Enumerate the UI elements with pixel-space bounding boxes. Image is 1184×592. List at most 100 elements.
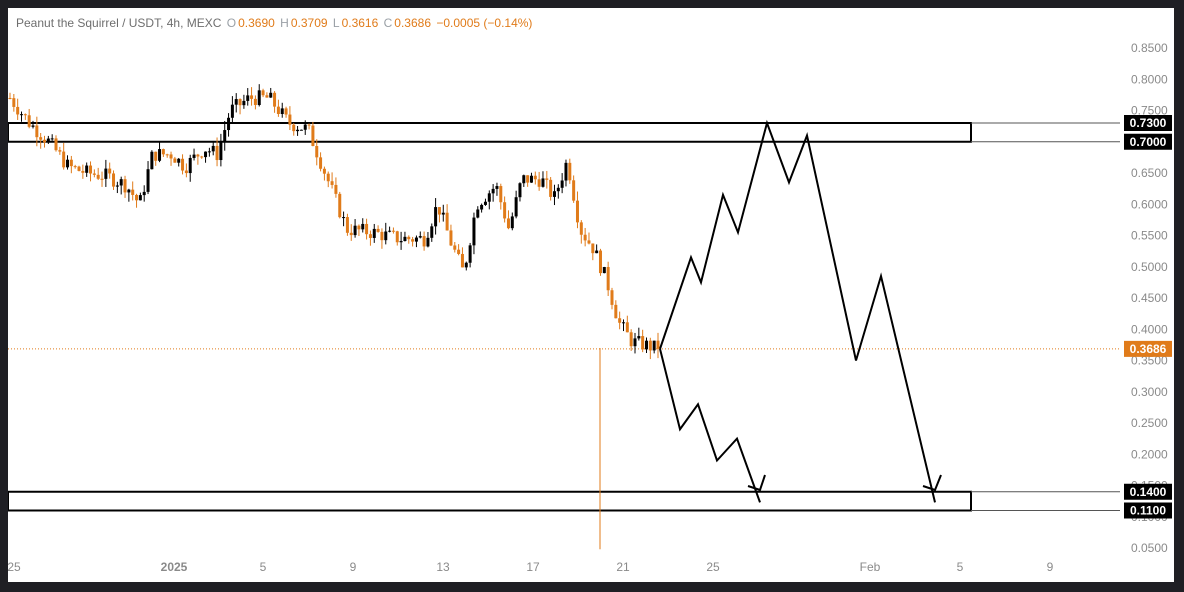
candle-body xyxy=(449,230,453,246)
candle-body xyxy=(150,151,154,170)
candle-body xyxy=(115,185,119,187)
candle-body xyxy=(510,216,514,229)
candle-body xyxy=(127,189,131,193)
candle-body xyxy=(92,173,96,175)
candle-body xyxy=(303,124,307,130)
candle-body xyxy=(399,241,403,243)
candle-body xyxy=(338,193,342,218)
candle-body xyxy=(161,149,165,155)
arrowhead-down xyxy=(747,474,766,492)
candle-body xyxy=(637,336,641,339)
candle-body xyxy=(284,108,288,115)
candle-body xyxy=(353,225,357,236)
x-tick-label: 17 xyxy=(526,560,540,574)
candle-body xyxy=(368,234,372,238)
price-label: 0.1100 xyxy=(1130,504,1166,518)
candle-body xyxy=(142,191,146,196)
candle-body xyxy=(598,250,602,274)
candle-body xyxy=(200,156,204,158)
candle-body xyxy=(131,189,135,195)
candle-body xyxy=(625,322,629,333)
candle-body xyxy=(464,262,468,268)
candle-body xyxy=(453,245,457,250)
candle-body xyxy=(307,124,311,126)
y-tick-label: 0.2000 xyxy=(1131,447,1168,461)
candle-body xyxy=(391,230,395,232)
candle-body xyxy=(43,139,47,143)
candle-body xyxy=(426,237,430,247)
candle-body xyxy=(238,99,242,106)
candle-body xyxy=(472,217,476,246)
zone-box xyxy=(8,490,972,512)
y-tick-label: 0.8500 xyxy=(1131,41,1168,55)
candle-body xyxy=(395,231,399,243)
candle-body xyxy=(273,92,277,107)
candle-body xyxy=(173,158,177,163)
candle-body xyxy=(69,159,73,167)
price-label: 0.7000 xyxy=(1130,135,1167,149)
x-tick-label: 9 xyxy=(350,560,357,574)
candle-body xyxy=(253,98,257,106)
price-chart[interactable]: 0.8500 0.8000 0.7500 0.7000 0.6500 0.6000 0.55… xyxy=(8,8,1174,582)
candle-body xyxy=(177,158,181,163)
y-tick-label: 0.2500 xyxy=(1131,416,1168,430)
candle-body xyxy=(575,200,579,223)
candle-body xyxy=(349,232,353,236)
candle-body xyxy=(112,173,116,187)
chart-header: Peanut the Squirrel / USDT, 4h, MEXC O 0.… xyxy=(16,16,534,30)
candle-body xyxy=(480,204,484,210)
candle-body xyxy=(491,188,495,194)
candle-body xyxy=(579,222,583,235)
symbol-title: Peanut the Squirrel / USDT, 4h, MEXC xyxy=(16,16,222,30)
candle-body xyxy=(483,201,487,205)
candle-body xyxy=(564,162,568,181)
candle-body xyxy=(211,145,215,152)
candle-body xyxy=(583,234,587,241)
candle-body xyxy=(299,129,303,131)
candle-body xyxy=(499,186,503,203)
x-tick-label: 25 xyxy=(8,560,21,574)
candle-body xyxy=(100,178,104,180)
x-tick-label: Feb xyxy=(860,560,881,574)
low-value: 0.3616 xyxy=(341,16,379,30)
projection-path-down xyxy=(659,348,761,503)
candle-body xyxy=(572,180,576,201)
candle-body xyxy=(495,186,499,189)
close-label: C xyxy=(383,16,393,30)
candle-body xyxy=(23,114,27,116)
candle-body xyxy=(39,137,43,140)
candle-body xyxy=(269,92,273,98)
y-tick-label: 0.6500 xyxy=(1131,166,1168,180)
y-tick-label: 0.7500 xyxy=(1131,104,1168,118)
candle-body xyxy=(215,145,219,161)
low-label: L xyxy=(332,16,340,30)
candle-body xyxy=(292,124,296,132)
candle-body xyxy=(250,95,254,99)
candle-body xyxy=(184,170,188,174)
change-value: −0.0005 (−0.14%) xyxy=(436,16,533,30)
last-price-box xyxy=(1124,340,1172,357)
candle-body xyxy=(503,202,507,219)
candle-body xyxy=(533,175,537,180)
projection-path-up xyxy=(659,119,936,503)
candle-body xyxy=(20,114,24,116)
price-label-box xyxy=(1124,115,1172,131)
zone-box xyxy=(8,122,972,143)
candle-body xyxy=(434,207,438,227)
candle-body xyxy=(219,142,223,161)
price-label-box xyxy=(1124,502,1172,519)
candle-body xyxy=(73,166,77,168)
candle-body xyxy=(169,154,173,159)
y-tick-label: 0.3500 xyxy=(1131,354,1168,368)
candle-body xyxy=(188,157,192,174)
last-price-label: 0.3686 xyxy=(1130,342,1167,356)
candle-body xyxy=(411,239,415,242)
candle-body xyxy=(104,168,108,179)
price-label-box xyxy=(1124,483,1172,500)
price-label-box xyxy=(1124,133,1172,150)
x-tick-label: 21 xyxy=(616,560,630,574)
candle-body xyxy=(322,168,326,174)
candle-body xyxy=(541,178,545,187)
candle-body xyxy=(476,209,480,218)
candle-body xyxy=(311,125,315,147)
